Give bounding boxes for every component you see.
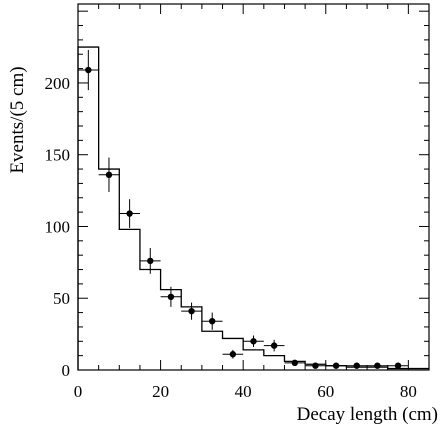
data-point (387, 362, 409, 369)
data-point-marker (353, 362, 360, 369)
data-point-marker (126, 210, 133, 217)
data-point-marker (85, 66, 92, 74)
data-point (201, 312, 223, 330)
y-tick-label: 150 (45, 146, 71, 165)
data-point (98, 157, 120, 193)
histogram (77, 46, 429, 370)
data-point (181, 302, 202, 320)
x-tick-label: 80 (400, 382, 417, 401)
x-tick-label: 40 (235, 382, 252, 401)
data-point (119, 199, 140, 228)
histogram-step-line (77, 46, 429, 370)
data-point-marker (167, 293, 175, 300)
data-point-marker (394, 362, 402, 369)
data-point-marker (105, 171, 113, 178)
data-point-marker (147, 257, 154, 265)
data-point-marker (250, 338, 257, 345)
x-tick-labels: 0 20 40 60 80 (74, 382, 417, 401)
y-tick-label: 50 (53, 289, 70, 308)
y-tick-label: 100 (45, 217, 71, 236)
data-point-marker (270, 342, 278, 349)
data-point (263, 339, 285, 352)
data-point-marker (209, 318, 216, 325)
data-point-marker (291, 359, 298, 367)
data-point (305, 362, 326, 369)
axis-ticks (77, 4, 430, 371)
data-point (346, 362, 368, 369)
data-point-marker (188, 307, 195, 315)
data-point (325, 362, 347, 369)
data-point (222, 349, 244, 359)
data-point (243, 335, 264, 348)
data-point-marker (229, 351, 237, 358)
data-point (284, 359, 306, 367)
y-tick-label: 0 (62, 361, 71, 380)
data-point (78, 49, 99, 91)
x-tick-label: 0 (74, 382, 83, 401)
x-tick-label: 60 (317, 382, 334, 401)
data-point (367, 362, 388, 369)
data-point (160, 286, 182, 307)
data-point (139, 248, 161, 274)
data-point-marker (332, 362, 340, 369)
x-axis-label: Decay length (cm) (297, 404, 438, 425)
plot-frame (77, 3, 430, 371)
y-tick-label: 200 (45, 74, 71, 93)
y-tick-labels: 0 50 100 150 200 (45, 74, 71, 380)
data-points (78, 49, 409, 369)
data-point-marker (374, 362, 381, 369)
y-axis-label: Events/(5 cm) (7, 66, 28, 173)
x-tick-label: 20 (152, 382, 169, 401)
data-point-marker (312, 362, 319, 369)
